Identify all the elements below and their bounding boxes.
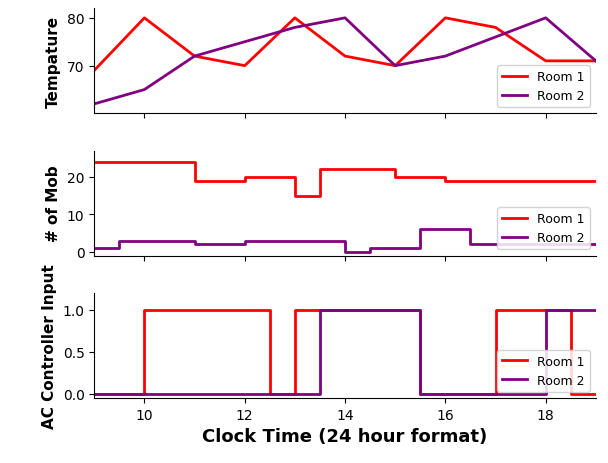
Room 1 <box>567 391 575 397</box>
Room 2 <box>592 242 599 248</box>
Room 2 <box>467 242 474 248</box>
Room 1 <box>241 64 249 69</box>
Line: Room 1: Room 1 <box>94 310 596 394</box>
Room 1 <box>291 307 299 313</box>
Room 1 <box>291 16 299 22</box>
Room 2 <box>191 238 198 244</box>
Room 1 <box>392 64 399 69</box>
Room 1 <box>140 16 148 22</box>
Room 1 <box>392 175 399 180</box>
Room 2 <box>367 246 374 251</box>
Room 2 <box>341 16 348 22</box>
Legend: Room 1, Room 2: Room 1, Room 2 <box>497 66 590 108</box>
Room 1 <box>241 175 249 180</box>
Room 2 <box>441 54 449 60</box>
Room 1 <box>266 391 274 397</box>
Room 1 <box>542 59 550 64</box>
Line: Room 2: Room 2 <box>94 19 596 105</box>
Room 2 <box>592 307 599 313</box>
Room 1 <box>441 178 449 184</box>
Room 1 <box>341 54 348 60</box>
Room 2 <box>542 307 550 313</box>
Room 1 <box>392 167 399 173</box>
Room 2 <box>116 238 123 244</box>
Room 1 <box>592 59 599 64</box>
Room 2 <box>341 238 348 244</box>
Line: Room 1: Room 1 <box>94 19 596 71</box>
Room 1 <box>191 178 198 184</box>
Room 1 <box>492 391 499 397</box>
Room 1 <box>492 25 499 31</box>
Room 1 <box>191 160 198 165</box>
Room 2 <box>416 307 424 313</box>
Room 1 <box>592 178 599 184</box>
Room 1 <box>416 391 424 397</box>
Room 2 <box>392 64 399 69</box>
Legend: Room 1, Room 2: Room 1, Room 2 <box>497 350 590 392</box>
Room 2 <box>416 227 424 233</box>
Room 2 <box>316 307 323 313</box>
Room 2 <box>542 391 550 397</box>
Room 1 <box>91 69 98 74</box>
Legend: Room 1, Room 2: Room 1, Room 2 <box>497 208 590 250</box>
Line: Room 2: Room 2 <box>94 230 596 252</box>
Room 2 <box>416 391 424 397</box>
Room 2 <box>316 391 323 397</box>
Room 2 <box>116 246 123 251</box>
Room 1 <box>91 160 98 165</box>
Room 1 <box>291 175 299 180</box>
Room 1 <box>140 307 148 313</box>
Room 2 <box>592 59 599 64</box>
Room 2 <box>367 250 374 255</box>
Room 2 <box>341 250 348 255</box>
Room 2 <box>91 246 98 251</box>
Line: Room 1: Room 1 <box>94 163 596 196</box>
Room 1 <box>266 307 274 313</box>
Room 1 <box>241 178 249 184</box>
Room 2 <box>291 25 299 31</box>
Room 2 <box>140 88 148 93</box>
Room 1 <box>567 307 575 313</box>
Room 2 <box>191 242 198 248</box>
Room 2 <box>467 227 474 233</box>
Room 2 <box>542 16 550 22</box>
Line: Room 2: Room 2 <box>94 310 596 394</box>
Room 2 <box>416 246 424 251</box>
Room 1 <box>441 16 449 22</box>
Room 1 <box>592 391 599 397</box>
Room 1 <box>291 391 299 397</box>
Room 2 <box>241 242 249 248</box>
Room 1 <box>91 391 98 397</box>
Room 2 <box>492 35 499 41</box>
Room 1 <box>316 194 323 199</box>
Room 2 <box>241 40 249 45</box>
Room 1 <box>316 167 323 173</box>
Y-axis label: Tempature: Tempature <box>46 16 61 108</box>
Room 2 <box>91 102 98 107</box>
Room 2 <box>191 54 198 60</box>
X-axis label: Clock Time (24 hour format): Clock Time (24 hour format) <box>202 427 488 445</box>
Room 1 <box>416 307 424 313</box>
Room 1 <box>191 54 198 60</box>
Room 2 <box>241 238 249 244</box>
Room 1 <box>492 307 499 313</box>
Room 2 <box>91 391 98 397</box>
Y-axis label: # of Mob: # of Mob <box>46 165 61 242</box>
Room 1 <box>441 175 449 180</box>
Room 1 <box>291 194 299 199</box>
Y-axis label: AC Controller Input: AC Controller Input <box>42 263 57 428</box>
Room 1 <box>140 391 148 397</box>
